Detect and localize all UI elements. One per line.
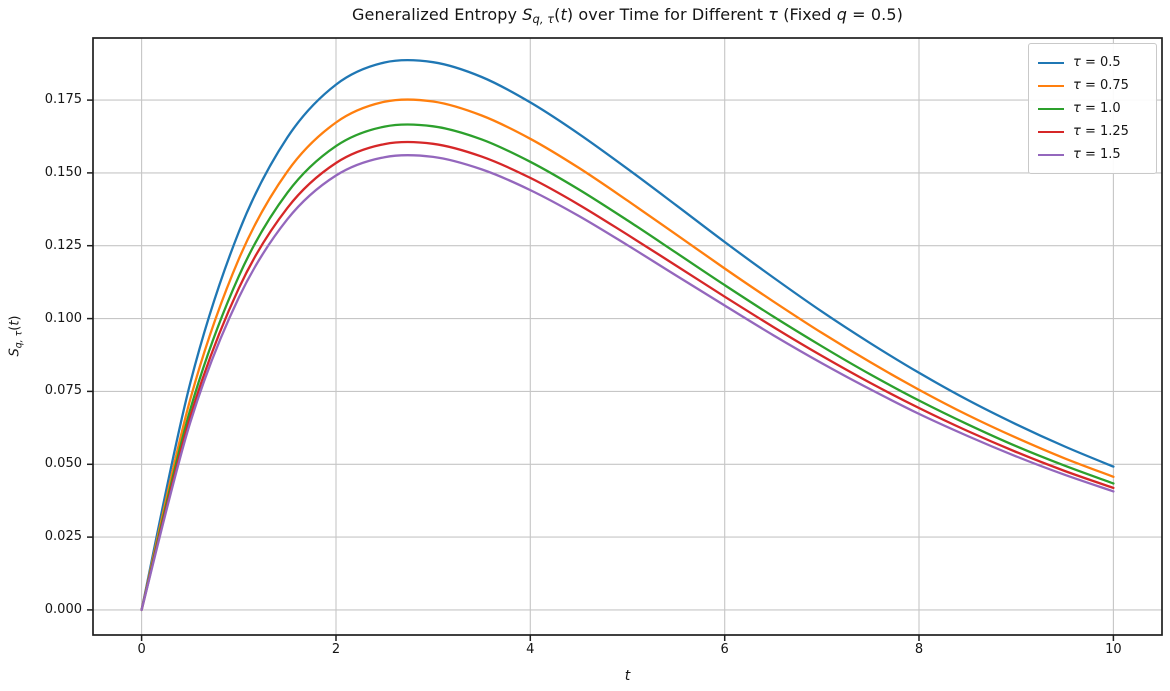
series-line-3 [140,140,1115,612]
text-segment: Generalized Entropy [352,5,523,24]
tick-marks [87,99,1115,641]
text-segment: ) over Time for Different [566,5,769,24]
text-segment: τ [1073,78,1081,93]
text-segment: τ [1073,147,1081,162]
legend: τ = 0.5 τ = 0.75 τ = 1.0 τ = 1.25 τ = 1.5 [1028,43,1157,174]
x-tick-label: 10 [1105,642,1122,657]
text-segment: τ [1073,124,1081,139]
legend-label: τ = 1.5 [1073,147,1121,162]
legend-line-swatch [1038,61,1064,64]
legend-line-swatch [1038,107,1064,110]
text-segment: q [836,5,847,24]
gridlines [93,38,1162,635]
text-segment: S [522,5,533,24]
y-tick-label: 0.000 [44,601,82,617]
x-tick-label: 6 [720,642,729,657]
x-axis-label: t [93,668,1162,684]
text-segment: = 1.25 [1080,124,1129,139]
legend-label: τ = 0.5 [1073,55,1121,70]
legend-entry: τ = 1.5 [1038,147,1156,162]
text-segment: t [560,5,567,24]
x-tick-label: 2 [331,642,341,657]
legend-entry: τ = 1.25 [1038,124,1156,139]
text-segment: = 0.75 [1080,78,1129,93]
legend-label: τ = 1.25 [1073,124,1129,139]
text-segment: τ [1073,101,1081,116]
axes-frame [92,37,1163,636]
y-tick-label: 0.175 [44,92,82,108]
y-tick-label: 0.150 [44,164,82,180]
chart-title: Generalized Entropy Sq, τ(t) over Time f… [93,5,1162,26]
text-segment: = 1.5 [1080,147,1121,162]
legend-entry: τ = 0.75 [1038,78,1156,93]
text-segment: (Fixed [778,5,837,24]
legend-line-swatch [1038,153,1064,156]
x-tick-label: 4 [526,642,535,657]
legend-label: τ = 1.0 [1073,101,1121,116]
legend-line-swatch [1038,84,1064,87]
y-tick-label: 0.100 [44,310,82,326]
legend-label: τ = 0.75 [1073,78,1129,93]
series-line-2 [140,123,1115,612]
series-line-4 [140,153,1115,612]
text-segment: q, τ [13,330,25,349]
legend-entry: τ = 1.0 [1038,101,1156,116]
text-segment: τ [768,5,779,24]
series-line-0 [140,58,1115,612]
text-segment: = 0.5 [1080,55,1121,70]
text-segment: ( [554,5,561,24]
y-tick-label: 0.050 [44,456,82,472]
text-segment: S [7,348,23,357]
text-segment: q, τ [532,12,555,27]
series-line-1 [140,98,1115,612]
text-segment: t [624,668,631,684]
text-segment: τ [1073,55,1081,70]
x-tick-label: 0 [137,642,146,657]
series-lines [140,58,1115,612]
text-segment: = 1.0 [1080,101,1121,116]
y-tick-label: 0.025 [44,529,82,545]
legend-line-swatch [1038,130,1064,133]
x-tick-label: 8 [914,642,924,657]
text-segment: = 0.5) [846,5,903,24]
y-tick-label: 0.075 [44,383,82,399]
legend-entry: τ = 0.5 [1038,55,1156,70]
y-tick-label: 0.125 [44,237,82,253]
